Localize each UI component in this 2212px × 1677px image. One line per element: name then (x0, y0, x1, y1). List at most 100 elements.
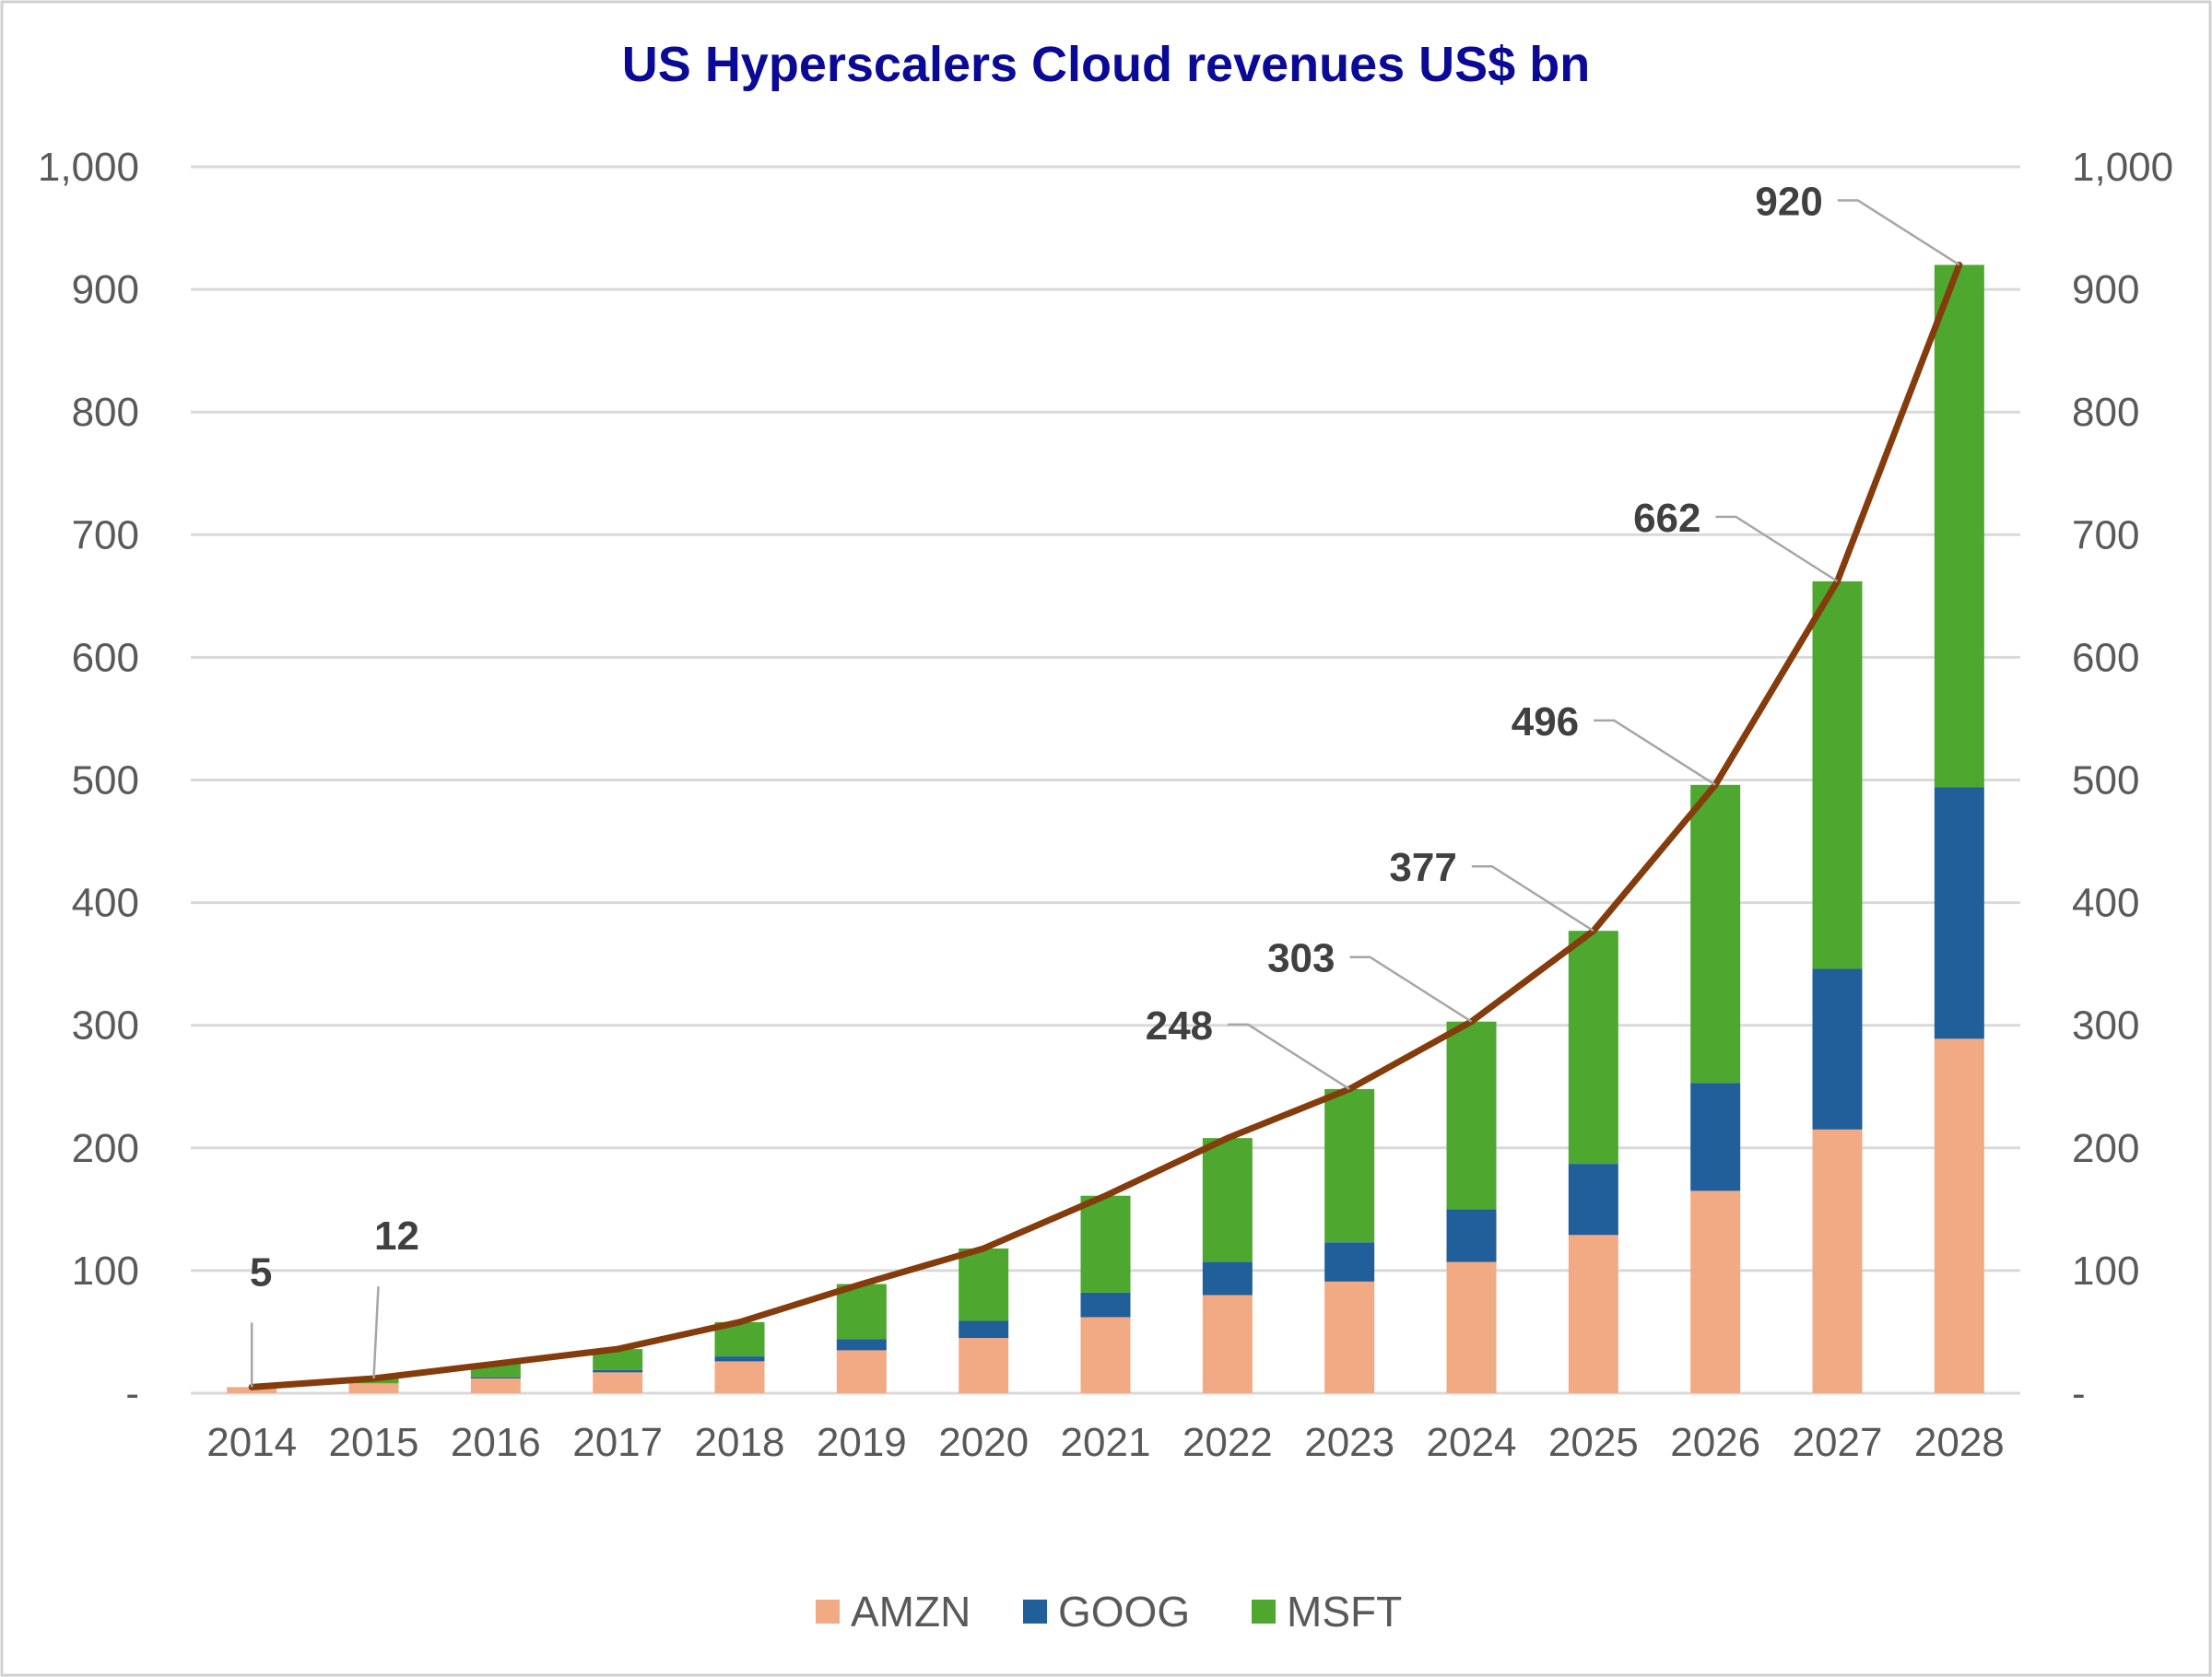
bar-msft-2027 (1812, 580, 1863, 969)
bar-amzn-2024 (1446, 1261, 1497, 1393)
y-tick-label: 700 (72, 512, 139, 557)
bar-amzn-2020 (959, 1338, 1009, 1393)
y-tick-label-right: 600 (2072, 635, 2139, 680)
bar-goog-2025 (1568, 1164, 1618, 1236)
bar-amzn-2021 (1080, 1317, 1131, 1393)
leader-line (1837, 199, 1960, 266)
data-label: 12 (374, 1214, 419, 1259)
data-labels: 5 12 248 303 377 496 662 920 (250, 179, 1960, 1388)
y-axis-left: - 100 200 300 400 500 600 700 800 900 1,000 (38, 145, 139, 1416)
bar-msft-2024 (1446, 1021, 1497, 1210)
bar-msft-2022 (1202, 1138, 1253, 1262)
leader-line (1471, 864, 1594, 932)
y-tick-label: 100 (72, 1249, 139, 1294)
bar-goog-2026 (1690, 1083, 1741, 1191)
x-tick-label: 2014 (206, 1420, 297, 1465)
legend-label-msft: MSFT (1287, 1588, 1402, 1636)
x-tick-label: 2024 (1427, 1420, 1517, 1465)
legend-label-goog: GOOG (1058, 1588, 1190, 1636)
leader-line (1228, 1023, 1350, 1090)
data-label: 662 (1633, 496, 1700, 541)
bar-goog-2017 (593, 1369, 643, 1373)
y-tick-label-right: 1,000 (2072, 145, 2173, 190)
x-tick-label: 2027 (1793, 1420, 1883, 1465)
bar-msft-2020 (959, 1248, 1009, 1321)
x-tick-label: 2021 (1061, 1420, 1151, 1465)
data-label: 5 (250, 1249, 272, 1295)
bar-goog-2023 (1324, 1242, 1375, 1282)
bar-amzn-2023 (1324, 1281, 1375, 1393)
bar-goog-2019 (836, 1339, 887, 1351)
x-axis: 2014 2015 2016 2017 2018 2019 2020 2021 2022 2023… (206, 1420, 2005, 1465)
data-label: 303 (1267, 936, 1335, 981)
x-tick-label: 2015 (329, 1420, 419, 1465)
chart-title: US Hyperscalers Cloud revenues US$ bn (622, 37, 1590, 92)
y-tick-label-right: - (2072, 1371, 2086, 1416)
bars (227, 264, 1984, 1393)
y-tick-label: 400 (72, 881, 139, 926)
data-label: 920 (1755, 179, 1822, 224)
data-label: 496 (1512, 699, 1579, 745)
y-tick-label: 900 (72, 267, 139, 312)
y-axis-right: - 100 200 300 400 500 600 700 800 900 1,000 (2072, 145, 2173, 1416)
legend-swatch-msft (1252, 1600, 1276, 1624)
legend: AMZN GOOG MSFT (816, 1588, 1402, 1636)
bar-msft-2026 (1690, 784, 1741, 1084)
y-tick-label-right: 200 (2072, 1126, 2139, 1171)
x-tick-label: 2020 (938, 1420, 1029, 1465)
bar-msft-2021 (1080, 1195, 1131, 1293)
y-tick-label-right: 700 (2072, 512, 2139, 557)
bar-goog-2028 (1934, 787, 1984, 1039)
y-tick-label-right: 400 (2072, 881, 2139, 926)
bar-msft-2023 (1324, 1088, 1375, 1243)
bar-goog-2022 (1202, 1261, 1253, 1296)
x-tick-label: 2019 (817, 1420, 907, 1465)
leader-line (372, 1285, 380, 1379)
bar-amzn-2025 (1568, 1235, 1618, 1393)
total-line (248, 261, 1963, 1390)
data-label: 377 (1389, 845, 1456, 890)
total-line-path (248, 261, 1963, 1390)
x-tick-label: 2017 (572, 1420, 663, 1465)
bar-amzn-2028 (1934, 1038, 1984, 1393)
bar-goog-2020 (959, 1320, 1009, 1339)
bar-msft-2019 (836, 1284, 887, 1340)
bar-goog-2021 (1080, 1292, 1131, 1318)
bar-amzn-2017 (593, 1372, 643, 1393)
y-tick-label-right: 800 (2072, 390, 2139, 435)
bar-msft-2025 (1568, 931, 1618, 1165)
bar-goog-2018 (714, 1356, 765, 1362)
bar-amzn-2019 (836, 1350, 887, 1393)
y-tick-label: 300 (72, 1003, 139, 1049)
bar-amzn-2022 (1202, 1295, 1253, 1393)
leader-line (1715, 515, 1839, 582)
y-tick-label-right: 900 (2072, 267, 2139, 312)
y-tick-label: 200 (72, 1126, 139, 1171)
legend-swatch-goog (1023, 1600, 1047, 1624)
y-tick-label: - (125, 1371, 139, 1416)
bar-goog-2027 (1812, 968, 1863, 1130)
y-tick-label: 800 (72, 390, 139, 435)
x-tick-label: 2022 (1182, 1420, 1273, 1465)
bar-msft-2017 (593, 1349, 643, 1370)
y-tick-label-right: 100 (2072, 1249, 2139, 1294)
x-tick-label: 2028 (1914, 1420, 2005, 1465)
bar-amzn-2016 (470, 1378, 521, 1393)
y-tick-label: 1,000 (38, 145, 139, 190)
x-tick-label: 2018 (695, 1420, 785, 1465)
leader-line (1349, 956, 1473, 1023)
data-label: 248 (1146, 1003, 1213, 1049)
bar-msft-2028 (1934, 264, 1984, 788)
x-tick-label: 2026 (1670, 1420, 1760, 1465)
y-tick-label: 600 (72, 635, 139, 680)
legend-swatch-amzn (816, 1600, 840, 1624)
bar-amzn-2018 (714, 1361, 765, 1393)
bar-amzn-2015 (348, 1383, 399, 1393)
x-tick-label: 2023 (1304, 1420, 1394, 1465)
y-tick-label-right: 500 (2072, 758, 2139, 803)
bar-amzn-2026 (1690, 1190, 1741, 1393)
bar-amzn-2027 (1812, 1129, 1863, 1393)
x-tick-label: 2025 (1548, 1420, 1639, 1465)
y-tick-label-right: 300 (2072, 1003, 2139, 1049)
